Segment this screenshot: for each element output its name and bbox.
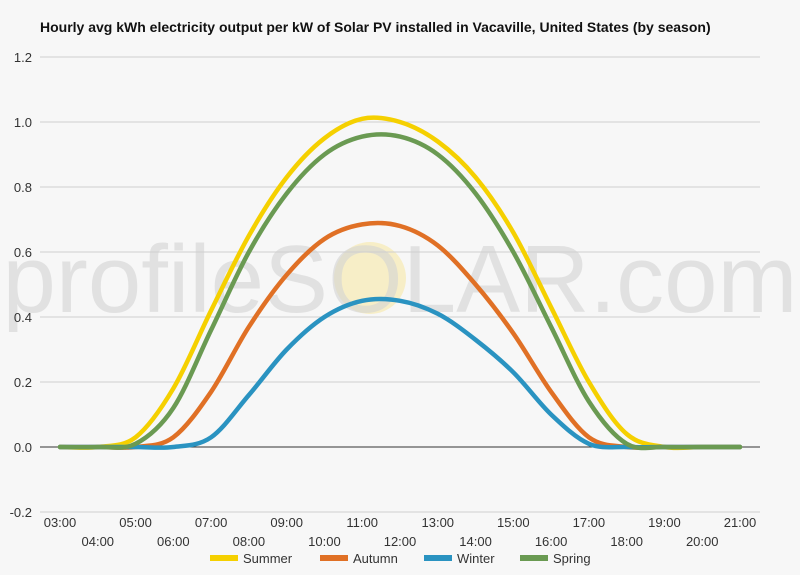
x-tick-label: 04:00 [82,534,115,549]
x-tick-label: 20:00 [686,534,719,549]
x-tick-label: 05:00 [119,515,152,530]
legend: Summer Autumn Winter Spring [210,551,591,566]
series-line-summer [57,115,743,451]
x-tick-label: 17:00 [573,515,606,530]
legend-label-autumn: Autumn [353,551,398,566]
watermark-sun-icon [334,242,406,314]
x-tick-label: 14:00 [459,534,492,549]
x-tick-label: 10:00 [308,534,341,549]
legend-swatch-autumn [320,555,348,561]
x-tick-label: 07:00 [195,515,228,530]
legend-label-spring: Spring [553,551,591,566]
x-tick-label: 12:00 [384,534,417,549]
y-tick-label: 1.2 [14,50,32,65]
series-line-winter [57,296,743,450]
x-tick-label: 03:00 [44,515,77,530]
legend-swatch-winter [424,555,452,561]
series-lines [57,115,743,451]
x-tick-label: 19:00 [648,515,681,530]
legend-label-winter: Winter [457,551,495,566]
x-tick-label: 21:00 [724,515,757,530]
legend-swatch-summer [210,555,238,561]
y-tick-label: 0.8 [14,180,32,195]
y-tick-label: 0.2 [14,375,32,390]
x-tick-label: 06:00 [157,534,190,549]
x-tick-label: 15:00 [497,515,530,530]
y-axis: -0.2 0.0 0.2 0.4 0.6 0.8 1.0 1.2 [10,50,32,520]
x-tick-label: 09:00 [270,515,303,530]
x-tick-label: 18:00 [610,534,643,549]
y-tick-label: 0.0 [14,440,32,455]
watermark: profileSOLAR.com [3,226,798,333]
x-tick-label: 11:00 [346,515,378,530]
x-tick-label: 16:00 [535,534,568,549]
series-line-spring [57,132,743,451]
y-tick-label: 1.0 [14,115,32,130]
y-tick-label: 0.4 [14,310,32,325]
y-tick-label: -0.2 [10,505,32,520]
x-axis: 03:00 04:00 05:00 06:00 07:00 08:00 09:00 10:00… [44,515,757,549]
y-tick-label: 0.6 [14,245,32,260]
chart-title: Hourly avg kWh electricity output per kW… [40,19,711,35]
legend-label-summer: Summer [243,551,293,566]
x-tick-label: 13:00 [422,515,455,530]
watermark-text: profileSOLAR.com [3,226,798,333]
x-tick-label: 08:00 [233,534,266,549]
legend-swatch-spring [520,555,548,561]
